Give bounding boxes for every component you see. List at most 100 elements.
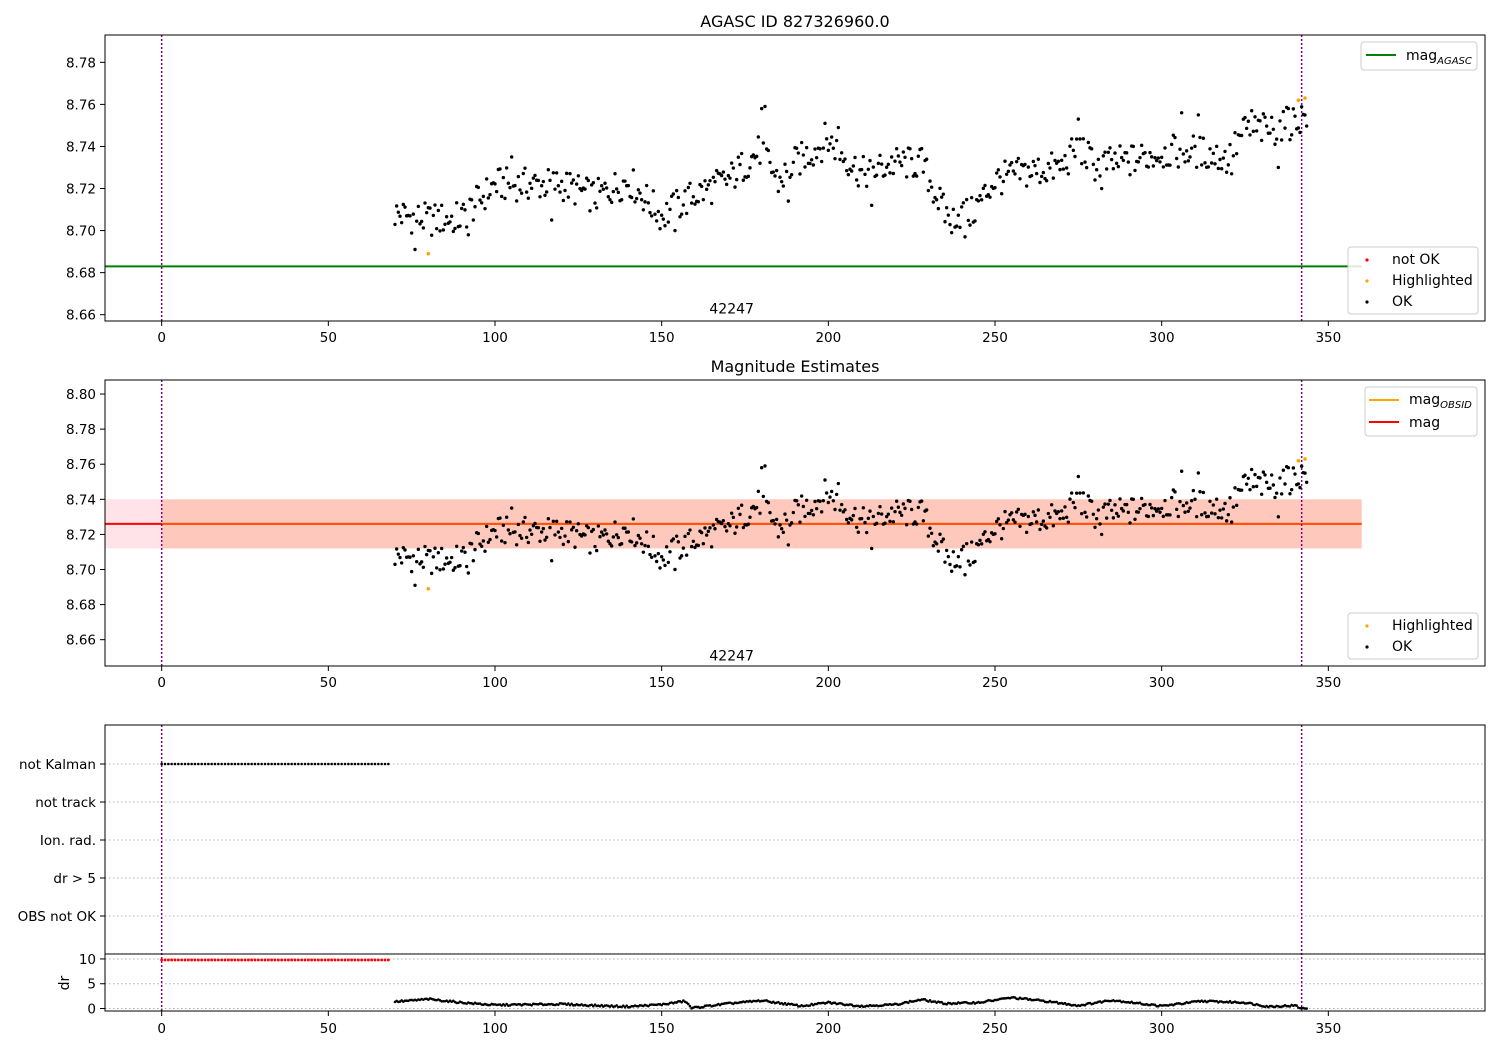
ok-point <box>1111 516 1116 520</box>
ok-point <box>849 518 854 522</box>
ok-point <box>1221 507 1226 511</box>
not-kalman-point <box>193 762 197 766</box>
x-tick-label: 250 <box>982 675 1008 691</box>
ok-point <box>919 499 924 503</box>
ok-point <box>941 192 946 196</box>
ok-point <box>1288 138 1292 142</box>
ok-point <box>674 188 679 193</box>
x-tick-label: 50 <box>320 675 337 691</box>
ok-point <box>566 195 571 199</box>
dr-not-ok-point <box>253 958 257 962</box>
dr-not-ok-point <box>203 958 207 962</box>
ok-point <box>608 198 612 202</box>
ok-point <box>1211 151 1216 156</box>
ok-point <box>634 196 639 201</box>
ok-point <box>1194 165 1199 169</box>
ok-point <box>651 534 656 539</box>
ok-point <box>436 208 441 213</box>
ok-point <box>644 183 649 188</box>
ok-point <box>968 563 972 567</box>
ok-point <box>931 200 936 204</box>
x-tick-label: 350 <box>1315 330 1341 346</box>
ok-point <box>653 212 657 216</box>
not-kalman-point <box>383 762 387 766</box>
ok-point <box>593 201 597 205</box>
ok-point <box>1126 160 1131 164</box>
legend-highlighted-marker <box>1365 279 1369 283</box>
ok-point <box>719 173 724 178</box>
dr-tick-label: 5 <box>87 977 96 993</box>
ok-point <box>1173 135 1177 140</box>
ok-point <box>1026 165 1031 169</box>
ok-point <box>983 530 987 534</box>
ok-point <box>783 162 787 166</box>
ok-point <box>499 539 504 543</box>
ok-point <box>734 177 739 182</box>
highlighted-point <box>1296 98 1301 102</box>
ok-point <box>659 554 664 559</box>
ok-point <box>1101 505 1106 509</box>
legend-agasc-line: magAGASC <box>1360 41 1478 71</box>
ok-point <box>1293 114 1297 118</box>
ok-point <box>1051 176 1056 180</box>
ok-point <box>538 539 542 543</box>
ok-point <box>1288 491 1292 496</box>
ok-point <box>1034 520 1039 524</box>
not-kalman-point <box>197 762 200 766</box>
ok-point <box>653 554 657 558</box>
ok-point <box>1103 502 1107 506</box>
ok-point <box>739 503 744 507</box>
ok-point <box>394 547 399 551</box>
dr-ok-point <box>505 1002 508 1006</box>
legend-mag-lines: magOBSID mag <box>1364 386 1478 437</box>
ok-point <box>691 539 696 543</box>
ok-point <box>808 161 812 166</box>
ok-point <box>979 198 984 202</box>
ok-point <box>1013 520 1017 524</box>
not-kalman-point <box>287 762 290 766</box>
ok-point <box>758 161 762 165</box>
ok-point <box>579 188 584 193</box>
ok-point <box>506 181 511 185</box>
ok-point <box>961 544 966 549</box>
legend-ok-label: OK <box>1392 639 1413 655</box>
ok-point <box>954 224 959 228</box>
ok-point <box>471 218 476 222</box>
ok-point <box>1083 160 1087 164</box>
ok-point <box>1079 161 1084 166</box>
ok-point <box>801 153 806 157</box>
ok-point <box>799 494 804 498</box>
ok-point <box>721 170 726 174</box>
ok-point <box>711 523 716 527</box>
ok-point <box>1246 119 1251 123</box>
ok-point <box>943 560 947 564</box>
y-tick-label: 8.68 <box>66 598 96 614</box>
ok-point <box>874 521 879 525</box>
ok-point <box>466 571 471 575</box>
not-kalman-point <box>340 762 343 766</box>
dr-ok-point <box>940 1000 943 1004</box>
ok-point <box>429 233 434 237</box>
ok-point <box>894 147 899 151</box>
panel2-frame <box>104 379 1486 667</box>
dr-not-ok-point <box>303 958 307 962</box>
ok-point <box>899 163 904 168</box>
ok-point <box>1211 503 1216 507</box>
ok-point <box>789 172 794 177</box>
ok-point <box>703 526 707 530</box>
ok-point <box>583 533 587 537</box>
ok-point <box>1208 147 1212 151</box>
ok-point <box>763 464 767 468</box>
ok-point <box>451 568 456 572</box>
ok-point <box>1291 466 1296 470</box>
x-tick-label: 100 <box>482 1021 508 1037</box>
ok-point <box>1289 487 1294 492</box>
ok-point <box>461 545 466 550</box>
ok-point <box>1224 170 1229 174</box>
ok-point <box>516 522 521 527</box>
ok-point <box>629 195 634 200</box>
ok-point <box>453 566 457 570</box>
ok-point <box>761 494 766 499</box>
dr-not-ok-point <box>206 958 210 962</box>
ok-point <box>921 519 926 523</box>
